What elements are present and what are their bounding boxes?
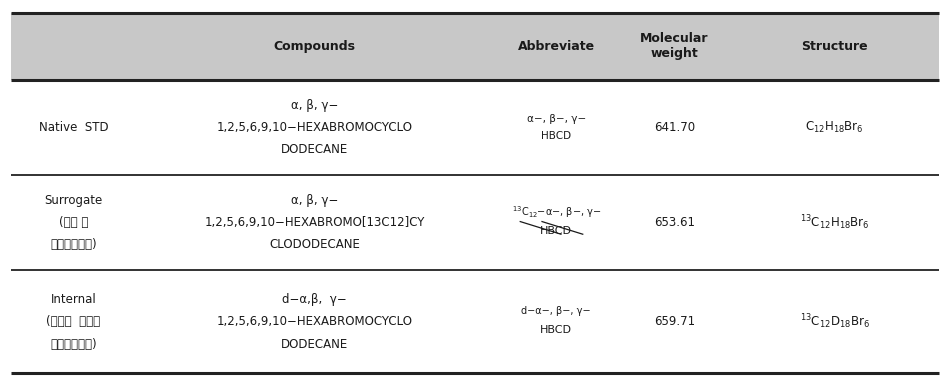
Text: Structure: Structure — [802, 40, 868, 53]
Text: HBCD: HBCD — [542, 131, 571, 141]
Text: 641.70: 641.70 — [654, 121, 695, 134]
Text: Surrogate: Surrogate — [45, 194, 103, 207]
Text: 내부표준물질): 내부표준물질) — [50, 337, 97, 350]
Text: d−α−, β−, γ−: d−α−, β−, γ− — [522, 306, 591, 316]
Text: 1,2,5,6,9,10−HEXABROMOCYCLO: 1,2,5,6,9,10−HEXABROMOCYCLO — [217, 121, 413, 134]
Text: α−, β−, γ−: α−, β−, γ− — [526, 114, 586, 124]
Text: CLODODECANE: CLODODECANE — [270, 239, 360, 251]
Text: HBCD: HBCD — [541, 325, 572, 335]
Text: 1,2,5,6,9,10−HEXABROMO[13C12]CY: 1,2,5,6,9,10−HEXABROMO[13C12]CY — [204, 216, 425, 229]
Text: $^{13}$C$_{12}$H$_{18}$Br$_{6}$: $^{13}$C$_{12}$H$_{18}$Br$_{6}$ — [800, 213, 869, 232]
Text: 653.61: 653.61 — [655, 216, 695, 229]
Text: Molecular
weight: Molecular weight — [640, 32, 709, 60]
Text: $^{13}$C$_{12}$D$_{18}$Br$_{6}$: $^{13}$C$_{12}$D$_{18}$Br$_{6}$ — [800, 312, 869, 331]
Text: (정제 용: (정제 용 — [59, 216, 88, 229]
Text: Abbreviate: Abbreviate — [518, 40, 595, 53]
Text: DODECANE: DODECANE — [281, 143, 349, 156]
Text: $^{13}$C$_{12}$−α−, β−, γ−: $^{13}$C$_{12}$−α−, β−, γ− — [511, 204, 601, 220]
Text: Compounds: Compounds — [274, 40, 356, 53]
Text: Native  STD: Native STD — [39, 121, 108, 134]
Text: α, β, γ−: α, β, γ− — [292, 194, 338, 207]
Text: DODECANE: DODECANE — [281, 337, 349, 350]
Text: 659.71: 659.71 — [654, 315, 695, 328]
Text: 내부표준물질): 내부표준물질) — [50, 239, 97, 251]
Text: d−α,β,  γ−: d−α,β, γ− — [282, 293, 348, 306]
Text: (실린지  첨가용: (실린지 첨가용 — [47, 315, 101, 328]
Text: α, β, γ−: α, β, γ− — [292, 98, 338, 112]
Text: C$_{12}$H$_{18}$Br$_{6}$: C$_{12}$H$_{18}$Br$_{6}$ — [806, 120, 865, 135]
Text: Internal: Internal — [50, 293, 96, 306]
Text: HBCD: HBCD — [541, 226, 572, 236]
Text: 1,2,5,6,9,10−HEXABROMOCYCLO: 1,2,5,6,9,10−HEXABROMOCYCLO — [217, 315, 413, 328]
